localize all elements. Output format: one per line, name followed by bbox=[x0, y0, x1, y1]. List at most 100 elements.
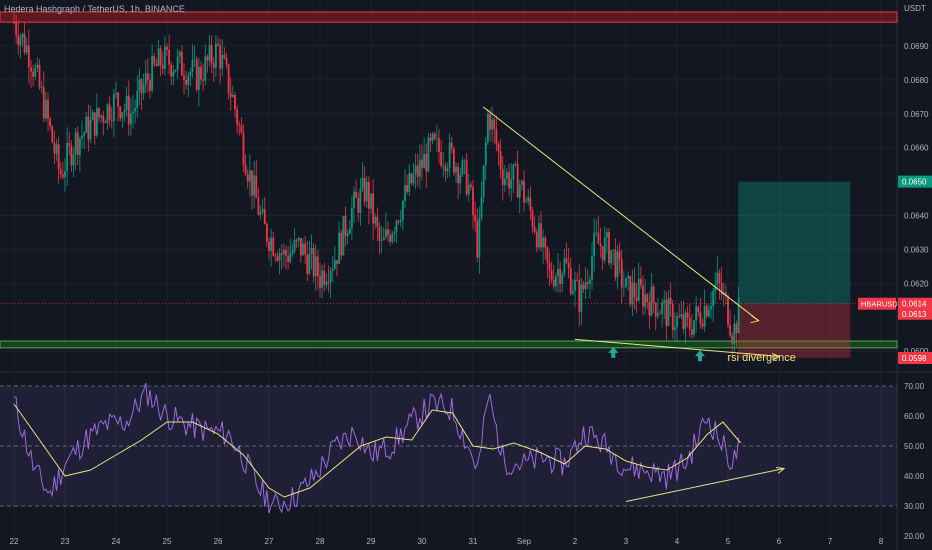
candle-body bbox=[176, 56, 179, 70]
candle-body bbox=[304, 243, 307, 255]
candle-body bbox=[263, 209, 266, 225]
candle-body bbox=[731, 335, 734, 344]
candle-body bbox=[234, 94, 236, 110]
candle-body bbox=[217, 43, 219, 46]
candle-body bbox=[463, 160, 466, 162]
price-divergence-arrowhead bbox=[771, 352, 781, 361]
candle-body bbox=[423, 154, 426, 169]
candle-body bbox=[418, 159, 421, 177]
candle-body bbox=[699, 312, 702, 324]
candle-body bbox=[410, 173, 413, 184]
x-tick-label: 23 bbox=[61, 537, 70, 546]
candle-body bbox=[59, 169, 62, 175]
candle-body bbox=[671, 304, 674, 330]
candle-body bbox=[316, 256, 319, 277]
candle-body bbox=[610, 250, 613, 264]
candle-body bbox=[299, 237, 302, 256]
y-tick-label: 0.0630 bbox=[904, 245, 929, 254]
candle-body bbox=[191, 59, 194, 72]
candle-body bbox=[134, 108, 137, 112]
candle-body bbox=[342, 216, 345, 256]
y-tick-label: 0.0690 bbox=[904, 42, 929, 51]
candle-body bbox=[546, 247, 549, 264]
candle-body bbox=[393, 231, 396, 234]
candle-body bbox=[346, 233, 349, 237]
candle-body bbox=[142, 84, 145, 94]
x-tick-label: 8 bbox=[879, 537, 884, 546]
candle-body bbox=[265, 224, 268, 242]
candle-body bbox=[533, 226, 536, 233]
candle-body bbox=[333, 260, 336, 269]
candle-body bbox=[703, 305, 706, 327]
x-tick-label: 4 bbox=[675, 537, 680, 546]
candle-body bbox=[350, 207, 353, 229]
candle-body bbox=[554, 276, 557, 287]
candle-body bbox=[30, 67, 32, 72]
y-tick-label: 0.0600 bbox=[904, 347, 929, 356]
candle-body bbox=[597, 232, 600, 244]
candle-body bbox=[21, 33, 24, 38]
candle-body bbox=[297, 237, 300, 241]
candle-body bbox=[603, 237, 606, 261]
candle-body bbox=[66, 142, 69, 172]
candle-body bbox=[210, 44, 213, 64]
candle-body bbox=[586, 282, 589, 284]
candle-body bbox=[531, 210, 534, 227]
candle-body bbox=[384, 229, 387, 238]
candle-body bbox=[197, 67, 200, 90]
candle-body bbox=[620, 259, 623, 288]
long-position-box[interactable] bbox=[738, 181, 851, 358]
stop-price-tag: 0.0598 bbox=[902, 354, 927, 363]
candle-body bbox=[489, 113, 491, 130]
candle-body bbox=[85, 116, 88, 134]
candle-body bbox=[242, 132, 245, 165]
candle-body bbox=[172, 71, 175, 77]
candle-body bbox=[246, 174, 249, 182]
candle-body bbox=[514, 164, 517, 165]
rsi-tick-label: 30.00 bbox=[904, 502, 925, 511]
drawing-lines[interactable]: rsi divergence bbox=[0, 106, 897, 364]
candle-body bbox=[106, 104, 109, 124]
candle-body bbox=[461, 160, 464, 175]
candle-body bbox=[163, 46, 166, 69]
candle-body bbox=[314, 256, 317, 277]
candle-body bbox=[387, 229, 389, 236]
candle-body bbox=[255, 175, 258, 198]
candle-body bbox=[70, 145, 73, 166]
target-price-tag-bg bbox=[898, 175, 932, 188]
candle-body bbox=[112, 94, 115, 122]
candle-body bbox=[363, 177, 366, 202]
candle-body bbox=[576, 279, 579, 281]
candle-body bbox=[110, 119, 113, 122]
candle-body bbox=[520, 180, 523, 185]
candle-body bbox=[55, 144, 58, 154]
candle-body bbox=[472, 187, 474, 216]
candle-body bbox=[49, 118, 52, 127]
rsi-tick-label: 50.00 bbox=[904, 442, 925, 451]
candle-body bbox=[229, 93, 232, 97]
rsi-ma-line bbox=[13, 403, 742, 498]
candle-body bbox=[155, 63, 158, 66]
candle-body bbox=[89, 120, 92, 140]
candle-body bbox=[389, 235, 392, 242]
candle-body bbox=[427, 137, 430, 172]
candle-body bbox=[129, 113, 132, 125]
candle-body bbox=[480, 197, 483, 218]
candle-body bbox=[329, 271, 332, 283]
candle-body bbox=[19, 37, 22, 45]
candlestick-series bbox=[13, 12, 740, 357]
candle-body bbox=[537, 223, 540, 248]
candle-body bbox=[444, 165, 447, 172]
candle-body bbox=[140, 79, 143, 94]
candle-body bbox=[95, 108, 98, 136]
candle-body bbox=[291, 250, 294, 254]
x-tick-label: 3 bbox=[624, 537, 629, 546]
candle-body bbox=[457, 166, 460, 184]
candle-body bbox=[285, 249, 287, 257]
candle-body bbox=[13, 22, 15, 23]
candle-body bbox=[633, 282, 636, 298]
candle-body bbox=[599, 243, 602, 247]
candle-body bbox=[478, 217, 481, 258]
candle-body bbox=[588, 279, 591, 284]
